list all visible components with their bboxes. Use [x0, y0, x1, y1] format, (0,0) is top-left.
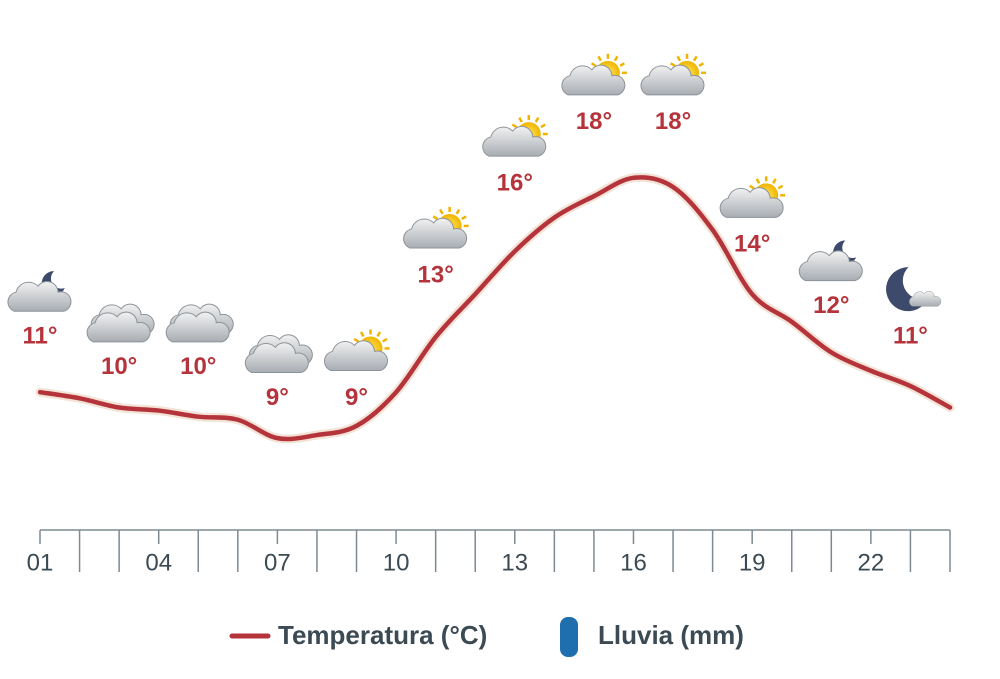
sun-ray: [353, 337, 360, 343]
x-tick-label: 16: [620, 549, 647, 576]
cloud: [482, 125, 547, 157]
x-tick-label: 19: [739, 549, 766, 576]
cloud: [86, 311, 151, 343]
sun-ray: [749, 184, 755, 190]
sun-ray: [613, 55, 619, 62]
cloud: [640, 64, 705, 96]
sun-ray: [676, 55, 682, 62]
temperature-line: [37, 175, 953, 442]
weather-icon: [7, 271, 72, 312]
sun-ray: [518, 116, 523, 123]
cloud: [798, 250, 863, 282]
weather-icon: [324, 329, 390, 371]
value-label: 14°: [734, 231, 770, 258]
weather-icon: [86, 303, 155, 343]
cloud: [561, 64, 626, 96]
weather-icon: [640, 53, 707, 96]
sun-ray: [376, 331, 382, 337]
x-tick-label: 07: [264, 549, 291, 576]
weather-icon: [165, 303, 234, 343]
sun-ray: [772, 178, 777, 184]
x-tick-label: 22: [858, 549, 885, 576]
value-label: 18°: [655, 108, 691, 135]
sun-ray: [669, 62, 676, 67]
value-label: 12°: [813, 292, 849, 319]
cloud: [403, 217, 468, 249]
value-label: 18°: [576, 108, 612, 135]
weather-icon: [244, 334, 313, 373]
sun-ray: [455, 208, 461, 215]
value-label: 13°: [418, 261, 454, 288]
weather-icon: [482, 115, 548, 157]
sun-ray: [382, 337, 388, 343]
weather-icon: [403, 206, 469, 249]
sun-ray: [359, 331, 365, 337]
sun-ray: [698, 62, 705, 67]
weather-icon: [886, 267, 942, 312]
sun-ray: [461, 215, 467, 221]
value-label: 11°: [23, 323, 58, 350]
legend-label: Temperatura (°C): [278, 620, 487, 650]
cloud: [7, 281, 72, 312]
value-label: 9°: [266, 384, 289, 411]
sun-ray: [439, 208, 444, 215]
cloud: [719, 187, 784, 218]
cloud: [324, 340, 388, 371]
weather-icon: [561, 53, 627, 96]
x-tick-label: 10: [383, 549, 410, 576]
value-label: 10°: [180, 353, 216, 380]
sun-ray: [755, 178, 761, 184]
cloud: [244, 342, 309, 373]
x-tick-label: 13: [501, 549, 528, 576]
sun-ray: [777, 184, 784, 190]
value-label: 10°: [101, 353, 137, 380]
legend-swatch: [560, 617, 578, 657]
legend-label: Lluvia (mm): [598, 620, 744, 650]
x-tick-label: 01: [27, 549, 54, 576]
sun-ray: [511, 123, 518, 129]
sun-ray: [534, 116, 540, 123]
sun-ray: [432, 215, 439, 221]
sun-ray: [597, 55, 602, 62]
value-label: 16°: [497, 169, 533, 196]
weather-icon: [798, 240, 863, 282]
value-label: 11°: [893, 323, 928, 350]
weather-icon: [719, 176, 786, 218]
sun-ray: [619, 62, 625, 67]
cloud: [909, 291, 942, 307]
value-label: 9°: [345, 384, 368, 411]
x-tick-label: 04: [145, 549, 172, 576]
sun-ray: [590, 62, 597, 67]
sun-ray: [540, 123, 546, 129]
cloud: [165, 311, 230, 343]
sun-ray: [692, 55, 698, 62]
